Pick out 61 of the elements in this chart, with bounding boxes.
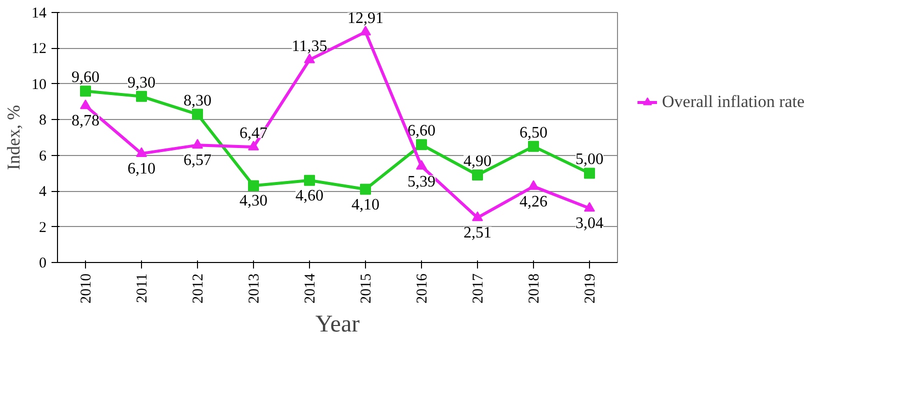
x-tick-label: 2016 [414,273,430,304]
data-label: 8,30 [184,92,212,110]
point [416,139,427,150]
data-label: 4,90 [464,153,492,170]
point [304,54,315,64]
y-tick-label: 4 [39,184,47,200]
data-label: 6,47 [240,124,268,142]
y-tick-label: 8 [39,112,46,129]
y-tick-label: 14 [32,6,47,22]
point [80,99,91,110]
point [192,138,203,149]
x-tick-label: 2012 [190,274,206,304]
x-tick-label: 2013 [246,274,262,304]
data-label: 6,50 [520,124,548,142]
y-tick-label: 10 [32,76,46,93]
x-tick-label: 2014 [302,273,318,304]
data-label: 6,57 [184,152,212,170]
data-label: 8,78 [72,112,100,130]
data-label: 6,10 [128,160,156,178]
x-tick-label: 2010 [78,274,94,304]
x-tick-label: 2018 [526,274,542,304]
point [360,26,371,36]
point [528,180,539,190]
point [528,140,539,152]
point [248,140,259,150]
data-label: 4,30 [240,192,268,210]
point [80,86,91,97]
data-label: 9,30 [128,74,156,92]
data-label: 6,60 [408,122,436,140]
y-axis-title: Index, % [4,105,24,170]
data-label: 4,60 [296,187,324,204]
y-tick-label: 6 [39,148,47,164]
data-label: 5,39 [408,173,436,190]
data-label: 3,04 [576,215,604,232]
legend-label: Overall inflation rate [662,92,805,112]
point [192,108,203,120]
point [584,202,595,212]
x-tick-label: 2011 [134,273,150,303]
data-label: 11,35 [292,38,328,55]
data-label: 12,91 [348,10,384,27]
data-label: 4,26 [520,193,548,210]
y-tick-label: 0 [39,256,46,272]
data-label: 9,60 [72,69,100,86]
data-label: 5,00 [576,151,604,168]
point [584,168,595,179]
point [304,174,315,186]
data-label: 2,51 [464,224,492,242]
y-tick-label: 12 [32,41,46,58]
data-label: 4,10 [352,196,380,214]
point [472,211,483,222]
x-tick-label: 2019 [582,274,598,304]
point [248,180,259,192]
y-tick-label: 2 [39,220,46,236]
point [472,170,483,180]
point [360,184,371,195]
x-axis-title: Year [315,312,360,338]
x-tick-label: 2017 [470,273,486,304]
x-tick-label: 2015 [358,274,374,304]
point [136,90,147,102]
point [416,160,427,170]
point [136,147,147,157]
